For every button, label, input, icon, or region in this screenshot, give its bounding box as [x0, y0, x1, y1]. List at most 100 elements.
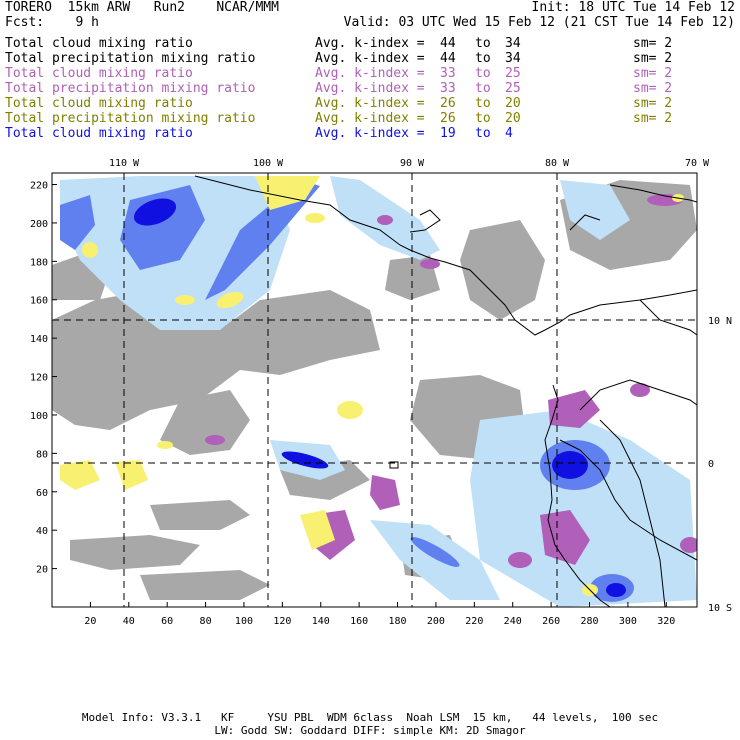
cloud-lightblue-area: [370, 520, 500, 600]
legend-field: Total precipitation mixing ratio: [5, 51, 256, 66]
y-tick-label: 120: [30, 373, 48, 384]
legend-row: Total cloud mixing ratio Avg. k-index = 33…: [5, 66, 735, 81]
cloud-darkblue-core: [552, 451, 588, 479]
precip-yellow-spot: [175, 295, 195, 305]
legend-row: Total precipitation mixing ratio Avg. k-i…: [5, 51, 735, 66]
precip-magenta-spot: [630, 383, 650, 397]
y-tick-label: 160: [30, 296, 48, 307]
y-tick-label: 140: [30, 334, 48, 345]
legend-to-word: to: [475, 66, 491, 81]
x-tick-label: 100: [235, 616, 253, 627]
legend-to: 34: [505, 36, 521, 51]
header-line1-left: TORERO 15km ARW Run2 NCAR/MMM: [5, 0, 279, 15]
precip-yellow-area: [60, 460, 100, 490]
x-tick-label: 300: [619, 616, 637, 627]
coastline: [639, 299, 697, 336]
legend-from: 26: [440, 111, 456, 126]
legend-from: 33: [440, 66, 456, 81]
cloud-gray-area: [160, 390, 250, 455]
header-line1-right: Init: 18 UTC Tue 14 Feb 12: [531, 0, 736, 15]
cloud-lightblue-area: [470, 410, 697, 607]
cloud-darkblue-core: [606, 583, 626, 597]
cloud-gray-area: [70, 535, 200, 570]
cloud-blue-band: [410, 537, 460, 567]
precip-yellow-spot: [82, 242, 98, 258]
map-fields: [52, 175, 697, 607]
coastline: [559, 439, 697, 561]
cloud-gray-area: [150, 500, 250, 530]
coastline: [194, 175, 697, 336]
precip-yellow-spot: [337, 401, 363, 419]
legend-to: 25: [505, 81, 521, 96]
precip-magenta-spot: [420, 259, 440, 269]
legend-to: 20: [505, 111, 521, 126]
legend-row: Total precipitation mixing ratio Avg. k-i…: [5, 81, 735, 96]
lat-label: 0: [708, 459, 714, 470]
footer-model-info: Model Info: V3.3.1 KF YSU PBL WDM 6class…: [81, 711, 659, 724]
forecast-map: 110 W 100 W 90 W 80 W 70 W 10 N 0 10 S 220 200 180…: [30, 158, 732, 627]
coastline: [569, 214, 601, 231]
legend-sm: sm= 2: [633, 66, 673, 81]
legend-row: Total precipitation mixing ratio Avg. k-i…: [5, 111, 735, 126]
cloud-gray-area: [140, 570, 270, 600]
legend-index-label: Avg. k-index =: [315, 81, 425, 96]
legend-from: 26: [440, 96, 456, 111]
precip-yellow-area: [255, 176, 320, 210]
precip-magenta-spot: [205, 435, 225, 445]
legend-field: Total precipitation mixing ratio: [5, 111, 256, 126]
legend-to: 4: [505, 126, 513, 141]
coastline: [609, 184, 697, 203]
lon-label: 110 W: [109, 158, 140, 169]
x-tick-label: 120: [273, 616, 291, 627]
legend-from: 44: [440, 36, 456, 51]
legend-sm: sm= 2: [633, 81, 673, 96]
lon-label: 90 W: [400, 158, 425, 169]
x-tick-label: 200: [427, 616, 445, 627]
x-tick-label: 160: [350, 616, 368, 627]
precip-yellow-area: [115, 460, 148, 490]
x-tick-label: 320: [657, 616, 675, 627]
legend-field: Total cloud mixing ratio: [5, 66, 193, 81]
legend-from: 44: [440, 51, 456, 66]
legend-row: Total cloud mixing ratio Avg. k-index = 44…: [5, 36, 735, 51]
legend-to-word: to: [475, 51, 491, 66]
precip-yellow-spot: [305, 213, 325, 223]
galapagos-islands: [389, 461, 399, 469]
legend-to-word: to: [475, 36, 491, 51]
precip-magenta-spot: [508, 552, 532, 568]
legend-to-word: to: [475, 126, 491, 141]
y-tick-label: 20: [36, 565, 48, 576]
lon-label: 70 W: [685, 158, 710, 169]
coastline: [599, 419, 666, 607]
coastline: [579, 379, 697, 411]
coastline: [409, 209, 441, 233]
y-tick-label: 80: [36, 449, 48, 460]
x-tick-label: 80: [200, 616, 212, 627]
coastline: [544, 384, 611, 607]
cloud-lightblue-area: [560, 180, 630, 240]
map-frame: [51, 172, 698, 608]
x-tick-label: 280: [580, 616, 598, 627]
legend-index-label: Avg. k-index =: [315, 96, 425, 111]
precip-yellow-spot: [157, 441, 173, 449]
legend-to-word: to: [475, 96, 491, 111]
cloud-gray-area: [460, 220, 545, 320]
cloud-darkblue-core: [133, 198, 177, 226]
legend-sm: sm= 2: [633, 36, 673, 51]
y-tick-label: 200: [30, 219, 48, 230]
legend-index-label: Avg. k-index =: [315, 51, 425, 66]
legend-index-label: Avg. k-index =: [315, 36, 425, 51]
precip-magenta-spot: [680, 537, 697, 553]
y-tick-label: 100: [30, 411, 48, 422]
legend-to: 34: [505, 51, 521, 66]
lon-label: 100 W: [253, 158, 284, 169]
x-tick-label: 180: [389, 616, 407, 627]
x-tick-label: 20: [84, 616, 96, 627]
legend-field: Total cloud mixing ratio: [5, 36, 193, 51]
legend-field: Total cloud mixing ratio: [5, 126, 193, 141]
x-tick-label: 240: [504, 616, 522, 627]
legend-from: 33: [440, 81, 456, 96]
y-tick-label: 220: [30, 181, 48, 192]
legend-sm: sm= 2: [633, 96, 673, 111]
legend-to: 20: [505, 96, 521, 111]
